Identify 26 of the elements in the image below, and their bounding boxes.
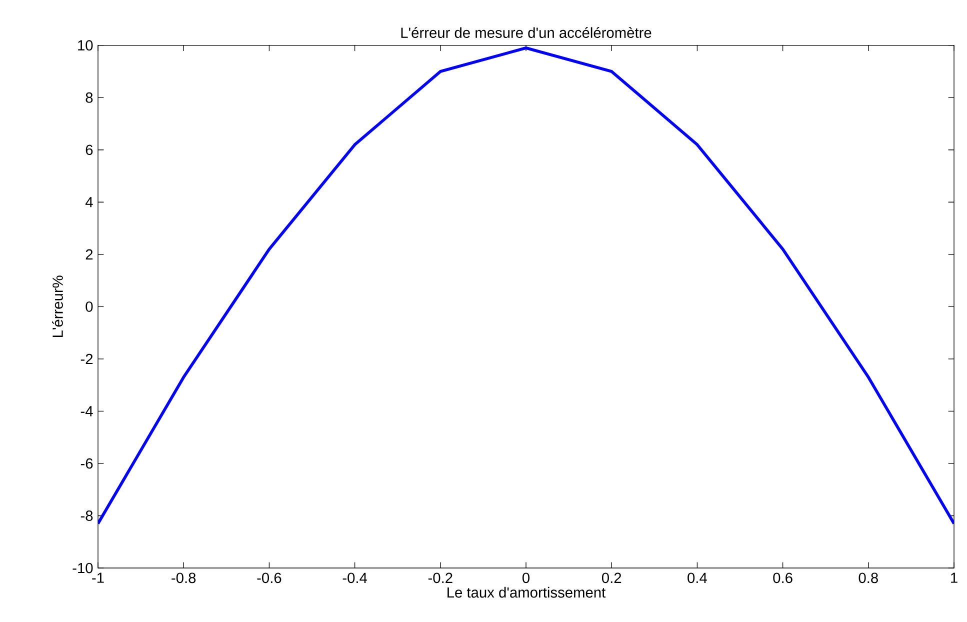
x-tick-label: 0 xyxy=(522,572,530,584)
y-tick-label: 6 xyxy=(86,144,93,156)
x-tick-label: 0.2 xyxy=(602,572,622,584)
line-series xyxy=(98,46,954,526)
x-tick-label: 0.4 xyxy=(688,572,707,584)
x-tick-label: -0.2 xyxy=(428,572,452,584)
y-tick-label: 4 xyxy=(85,197,93,208)
y-tick-label: 8 xyxy=(86,92,93,103)
x-tick-label: 0.8 xyxy=(858,572,878,584)
y-axis-title: L'érreur% xyxy=(52,276,63,338)
chart-title: L'érreur de mesure d'un accéléromètre xyxy=(401,27,652,38)
y-tick-label: -6 xyxy=(80,458,93,469)
x-tick-label: 1 xyxy=(951,572,958,583)
x-tick-label: -0.4 xyxy=(342,572,367,584)
y-tick-label: -8 xyxy=(80,510,93,521)
y-tick-label: 2 xyxy=(86,249,93,260)
y-tick-label: 10 xyxy=(78,40,93,51)
y-tick-label: 0 xyxy=(86,301,93,312)
y-tick-label: -2 xyxy=(80,354,93,364)
x-tick-label: -1 xyxy=(92,572,104,583)
y-tick-label: -4 xyxy=(80,406,93,416)
y-tick-label: -10 xyxy=(72,562,93,574)
x-axis-title: Le taux d'amortissement xyxy=(448,586,606,598)
x-tick-label: -0.8 xyxy=(172,572,196,584)
x-tick-label: -0.6 xyxy=(257,572,282,584)
x-tick-label: 0.6 xyxy=(773,572,792,584)
